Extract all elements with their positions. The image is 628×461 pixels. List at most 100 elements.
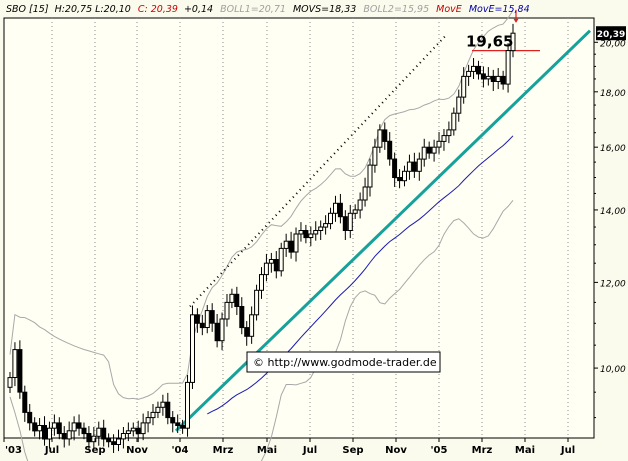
candle-body (288, 240, 294, 253)
candle-body (357, 199, 363, 211)
candle-body (466, 70, 472, 77)
y-tick-label: 20,00 (600, 39, 626, 49)
header-movs: MOVS=18,33 (293, 4, 356, 15)
candle-body (160, 401, 166, 408)
candle-body (505, 50, 511, 85)
candle-body (273, 259, 279, 272)
candle-body (204, 310, 210, 329)
header-move-label: MovE (436, 4, 462, 15)
candle-body (328, 212, 333, 225)
candle-body (249, 314, 255, 337)
candle-body (140, 422, 146, 435)
candle-body (495, 75, 501, 83)
candle-body (185, 381, 190, 429)
candle-body (22, 391, 28, 413)
candle-body (318, 226, 324, 231)
x-tick-label: Mrz (213, 445, 234, 456)
candle-body (263, 262, 269, 276)
candle-body (283, 240, 289, 249)
candle-body (91, 435, 97, 443)
candle-body (333, 202, 338, 214)
x-tick-label: Jul (302, 445, 317, 456)
candle-body (190, 314, 195, 383)
candle-body (411, 161, 417, 172)
candle-body (480, 73, 486, 80)
candle-body (56, 422, 62, 435)
candle-body (510, 32, 516, 52)
candle-body (116, 438, 121, 445)
candle-body (298, 230, 304, 235)
candle-body (323, 223, 329, 228)
candles (7, 23, 516, 454)
candle-body (461, 75, 467, 98)
header-close: C: 20,39 (138, 4, 178, 15)
candle-body (145, 417, 151, 424)
candle-body (150, 411, 156, 419)
candle-body (165, 401, 171, 419)
candle-body (170, 417, 176, 424)
channel-trendline (189, 34, 447, 308)
candle-body (71, 422, 77, 432)
support-trendline (174, 29, 592, 432)
candle-body (426, 146, 432, 154)
candle-body (382, 129, 388, 142)
candle-body (239, 306, 245, 329)
candle-body (7, 377, 13, 388)
candle-body (47, 427, 52, 440)
header-change: +0,14 (184, 4, 213, 15)
candle-body (219, 318, 225, 342)
candle-body (372, 146, 378, 166)
header-move2: MovE=15,84 (469, 4, 530, 15)
bollinger-upper (9, 10, 514, 400)
candle-body (229, 293, 235, 303)
candle-body (456, 96, 462, 114)
candle-body (111, 441, 117, 446)
header-boll1: BOLL1=20,71 (220, 4, 286, 15)
x-tick-label: Nov (385, 445, 407, 456)
y-tick-label: 12,00 (600, 279, 626, 289)
candle-body (397, 177, 403, 182)
x-tick-label: Sep (84, 445, 105, 456)
candle-body (485, 75, 491, 80)
candle-body (278, 247, 284, 272)
candle-body (101, 427, 107, 440)
candle-body (214, 322, 220, 342)
candle-body (51, 422, 57, 429)
header-boll2: BOLL2=15,95 (363, 4, 429, 15)
candle-body (431, 146, 437, 154)
candle-body (17, 349, 23, 393)
candle-body (81, 427, 87, 435)
candle-body (406, 161, 412, 172)
moving-average-line (207, 135, 514, 415)
candle-body (135, 427, 141, 435)
y-tick-label: 16,00 (600, 144, 626, 154)
axes: 8,0010,0012,0014,0016,0018,0020,00'03Jul… (3, 39, 626, 456)
header-ohlc: H:20,75 L:20,10 (55, 4, 131, 15)
candle-body (352, 209, 358, 214)
x-tick-label: Mai (515, 445, 535, 456)
candle-body (490, 75, 496, 83)
candle-body (155, 406, 161, 413)
x-tick-label: Mrz (472, 445, 493, 456)
candle-body (234, 293, 240, 307)
candle-body (120, 433, 126, 440)
candle-body (66, 430, 72, 440)
candle-body (392, 158, 398, 179)
candle-body (224, 301, 230, 320)
candle-body (106, 438, 112, 443)
candle-body (42, 425, 47, 440)
x-tick-label: Jul (560, 445, 575, 456)
last-price-label: 20,39 (597, 30, 625, 40)
x-tick-label: '04 (172, 445, 189, 456)
candle-body (37, 425, 43, 432)
annotations: 20,39 19,65 © http://www.godmode-trader.de (246, 9, 626, 373)
candle-body (421, 146, 427, 160)
candle-body (446, 129, 452, 137)
candle-body (416, 158, 422, 172)
last-price-box (596, 26, 626, 41)
x-tick-label: Nov (126, 445, 148, 456)
header-symbol: SBO [15] (6, 4, 49, 15)
candle-body (130, 427, 136, 432)
chart-header: SBO [15] H:20,75 L:20,10 C: 20,39 +0,14 … (6, 4, 530, 15)
